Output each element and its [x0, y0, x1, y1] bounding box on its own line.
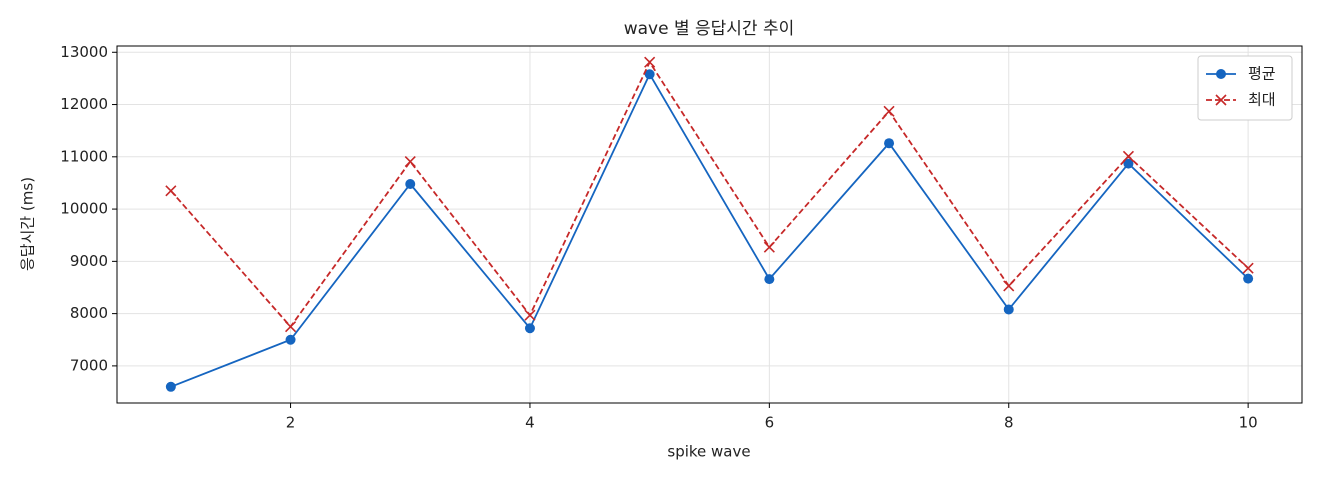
series-line [170, 72, 1249, 388]
x-tick-label: 6 [765, 414, 775, 432]
marker [1123, 158, 1134, 169]
marker [644, 56, 656, 68]
marker [284, 321, 297, 333]
x-tick-label: 10 [1239, 414, 1258, 432]
y-tick-label: 13000 [60, 43, 108, 61]
marker [285, 334, 296, 345]
marker [404, 155, 416, 168]
y-tick-label: 7000 [70, 356, 108, 374]
x-axis-label: spike wave [667, 443, 750, 461]
marker [764, 274, 775, 285]
marker [1003, 280, 1015, 292]
marker [763, 241, 775, 253]
marker [405, 178, 416, 189]
marker [524, 309, 536, 321]
marker [883, 105, 895, 117]
y-tick-label: 10000 [60, 200, 108, 218]
y-tick-label: 8000 [70, 304, 108, 322]
legend-box [1197, 55, 1293, 121]
y-tick-label: 11000 [60, 147, 108, 165]
plot-frame [116, 45, 1303, 404]
marker [165, 381, 176, 392]
legend-marker [1215, 94, 1227, 106]
marker [1242, 262, 1254, 274]
legend-marker [1216, 69, 1226, 79]
marker [165, 185, 177, 197]
y-tick-label: 12000 [60, 95, 108, 113]
x-tick-label: 4 [525, 414, 535, 432]
chart-title: wave 별 응답시간 추이 [624, 19, 795, 39]
marker [644, 69, 655, 80]
marker [1122, 150, 1135, 162]
marker [884, 138, 895, 149]
legend-label: 평균 [1248, 65, 1276, 83]
x-tick-label: 8 [1004, 414, 1014, 432]
marker [1003, 304, 1014, 315]
y-axis-label: 응답시간 (ms) [19, 177, 37, 271]
legend-label: 최대 [1248, 91, 1276, 109]
marker [1243, 273, 1254, 284]
y-tick-label: 9000 [70, 252, 108, 270]
marker [524, 323, 535, 334]
x-tick-label: 2 [286, 414, 296, 432]
series-line [170, 60, 1249, 329]
